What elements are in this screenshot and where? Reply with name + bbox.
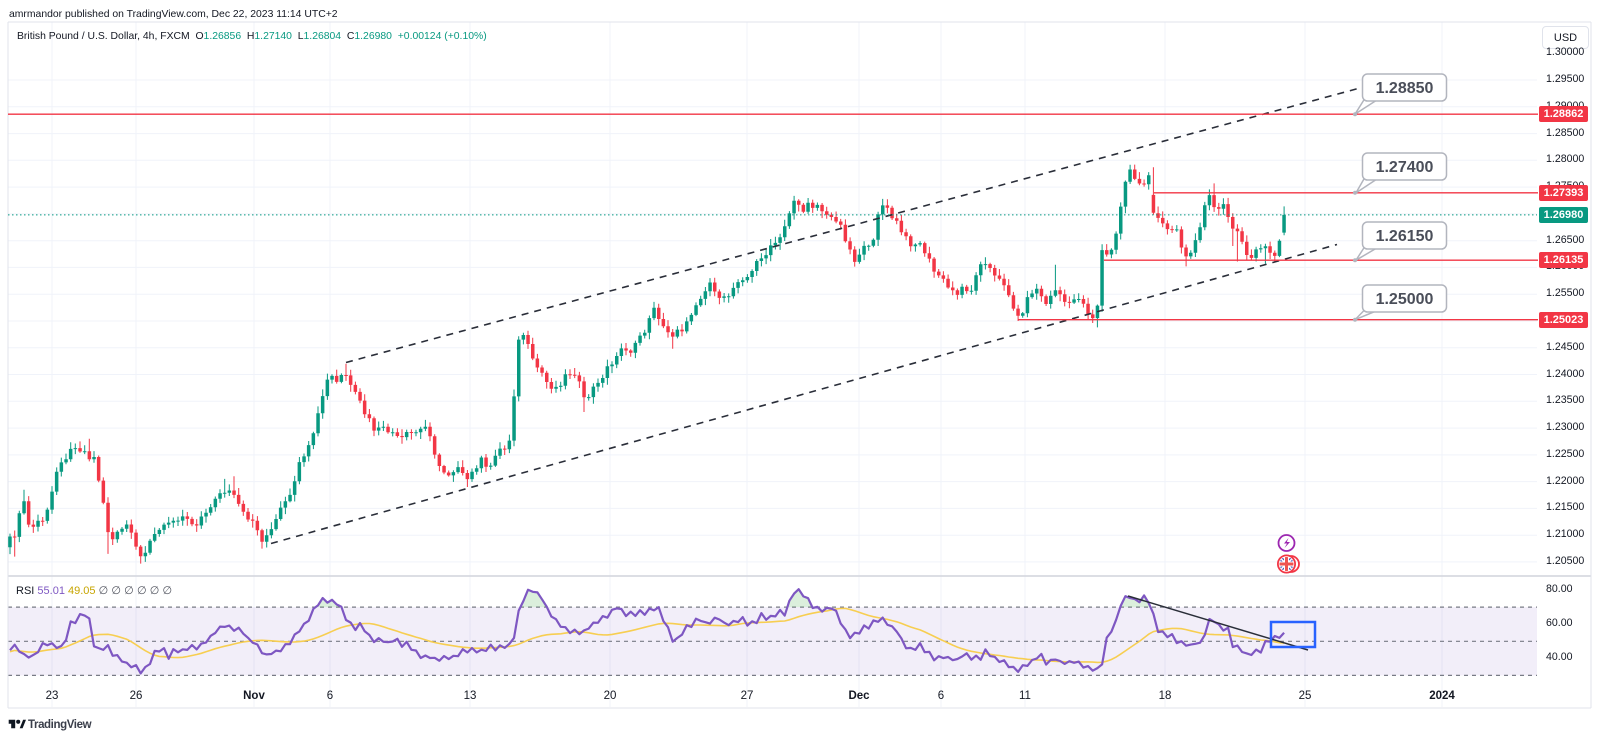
svg-text:1.25000: 1.25000 — [1376, 291, 1434, 308]
svg-text:1.28850: 1.28850 — [1376, 80, 1434, 97]
svg-text:1.27400: 1.27400 — [1376, 159, 1434, 176]
svg-text:1.26150: 1.26150 — [1376, 228, 1434, 245]
